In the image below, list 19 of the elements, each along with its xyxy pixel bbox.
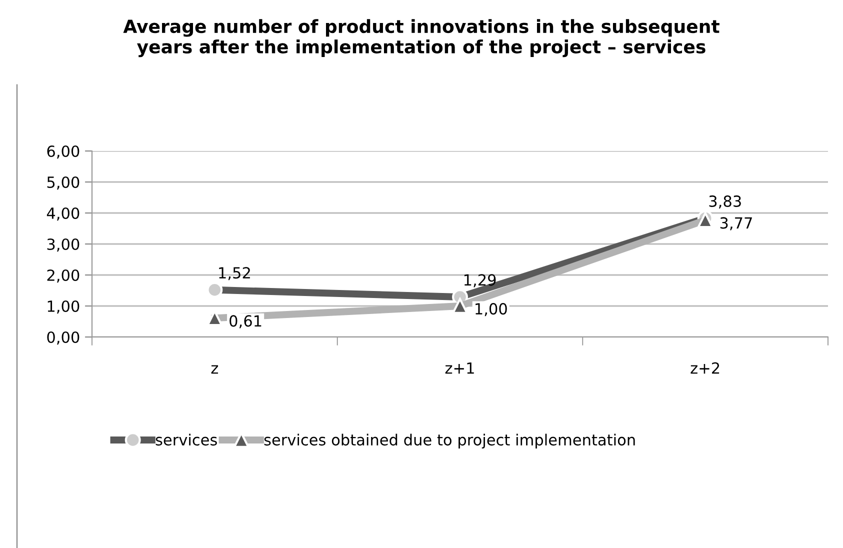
y-tick-label: 4,00 (46, 207, 80, 221)
legend-label: services (156, 434, 217, 446)
y-tick-label: 5,00 (47, 176, 80, 190)
data-label: 3,83 (709, 195, 741, 209)
y-tick-label: 1,00 (48, 300, 80, 314)
y-tick-label: 0,00 (47, 331, 80, 345)
data-label: 3,77 (720, 217, 752, 230)
y-tick-label: 2,00 (47, 269, 80, 283)
x-tick-label: z+1 (445, 362, 474, 374)
x-tick-label: z+2 (690, 362, 720, 374)
x-tick-label: z (211, 365, 218, 374)
data-label: 1,29 (464, 274, 496, 288)
legend-label: services obtained due to project implementation (264, 434, 635, 449)
data-label: 1,00 (476, 303, 507, 316)
data-label: 1,52 (219, 267, 250, 280)
y-tick-label: 3,00 (47, 238, 80, 252)
y-tick-label: 6,00 (47, 145, 80, 159)
data-label: 0,61 (230, 315, 262, 328)
chart-title: Average number of product innovations in the subsequent years after the implementation of the project – services (123, 19, 720, 58)
